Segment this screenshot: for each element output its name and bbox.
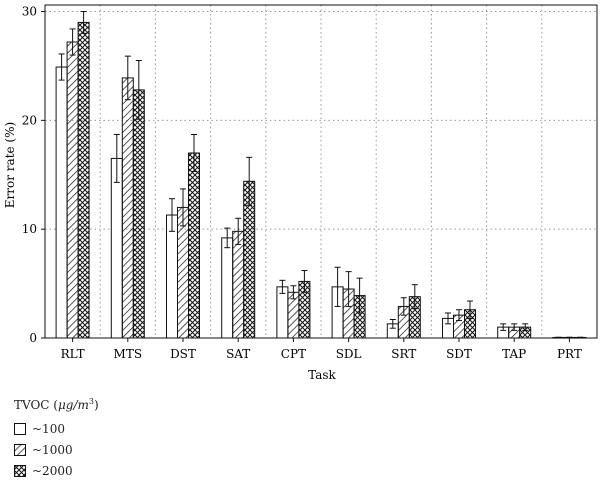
bar bbox=[132, 89, 145, 339]
legend-title-suffix: ) bbox=[93, 398, 99, 412]
bar bbox=[221, 237, 234, 339]
bar bbox=[166, 214, 178, 339]
legend-title-prefix: TVOC ( bbox=[14, 398, 58, 412]
x-tick-label: PRT bbox=[557, 347, 582, 361]
legend-item-2000: ~2000 bbox=[14, 464, 99, 478]
x-tick-label: RLT bbox=[61, 347, 85, 361]
x-tick-label: TAP bbox=[502, 347, 526, 361]
bar bbox=[276, 286, 289, 339]
x-tick-label: MTS bbox=[114, 347, 143, 361]
legend-label: ~2000 bbox=[32, 464, 73, 478]
legend-label: ~100 bbox=[32, 422, 65, 436]
bar bbox=[177, 206, 189, 339]
bar bbox=[121, 77, 134, 339]
y-tick-label: 10 bbox=[22, 222, 37, 236]
legend-title-sup: 3 bbox=[88, 397, 94, 406]
bar bbox=[188, 152, 200, 339]
bar bbox=[232, 230, 245, 339]
y-tick-label: 0 bbox=[29, 331, 37, 345]
bar-chart: RLT MTS DST SAT CPT SDL SRT SDT TAP PRT 0 10 20 30 Er… bbox=[3, 4, 598, 382]
x-tick-label: SAT bbox=[226, 347, 250, 361]
x-tick-label: CPT bbox=[281, 347, 306, 361]
legend-label: ~1000 bbox=[32, 443, 73, 457]
bar bbox=[66, 41, 79, 339]
bar bbox=[55, 66, 68, 339]
legend-swatch-diagonal-icon bbox=[14, 444, 26, 456]
x-axis-label: Task bbox=[308, 368, 336, 382]
legend-swatch-plain-icon bbox=[14, 423, 26, 435]
x-tick-label: SDL bbox=[336, 347, 362, 361]
plot-frame bbox=[44, 4, 598, 339]
x-tick-label: SDT bbox=[446, 347, 472, 361]
bar bbox=[77, 21, 90, 339]
legend-swatch-crosshatch-icon bbox=[14, 465, 26, 477]
legend-item-1000: ~1000 bbox=[14, 443, 99, 457]
legend-title: TVOC (μg/m3) bbox=[14, 397, 99, 412]
x-tick-label: DST bbox=[170, 347, 196, 361]
y-axis-label: Error rate (%) bbox=[3, 122, 17, 208]
legend-title-unit: μg/m bbox=[57, 398, 89, 412]
x-tick-label: SRT bbox=[391, 347, 416, 361]
y-tick-label: 20 bbox=[22, 113, 37, 127]
y-tick-label: 30 bbox=[22, 5, 37, 19]
bar bbox=[110, 157, 123, 339]
legend: TVOC (μg/m3) ~100 ~1000 ~2000 bbox=[14, 397, 99, 485]
legend-item-100: ~100 bbox=[14, 422, 99, 436]
